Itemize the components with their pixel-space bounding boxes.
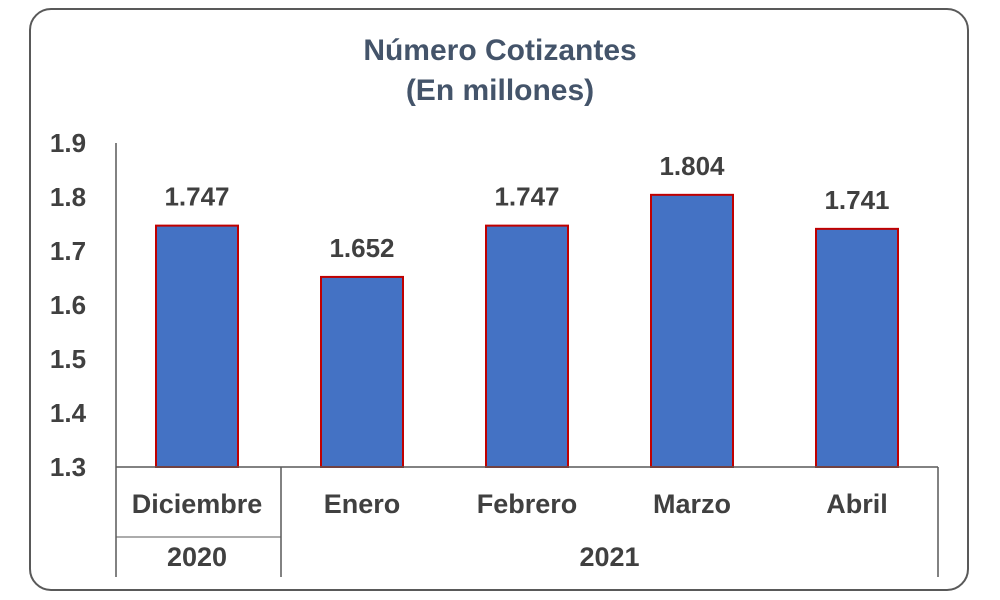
plot-area: 1.3 1.4 1.5 1.6 1.7 1.8 1.9 1.747 1.652 1.747 1.80…	[50, 128, 939, 577]
bar-febrero	[485, 224, 569, 468]
x-tick-label: Diciembre	[132, 489, 263, 519]
y-tick-label: 1.6	[50, 290, 86, 320]
group-label: 2021	[579, 542, 639, 572]
data-label: 1.652	[329, 233, 394, 263]
y-tick-label: 1.4	[50, 398, 87, 428]
x-tick-label: Febrero	[477, 489, 578, 519]
x-tick-label: Abril	[826, 489, 888, 519]
data-label: 1.747	[494, 182, 559, 212]
y-tick-label: 1.8	[50, 182, 86, 212]
group-label: 2020	[167, 542, 227, 572]
y-tick-label: 1.7	[50, 236, 86, 266]
chart-subtitle: (En millones)	[406, 74, 594, 107]
y-tick-label: 1.9	[50, 128, 86, 158]
bar-abril	[815, 227, 899, 468]
bar-marzo	[650, 193, 734, 468]
data-label: 1.741	[824, 185, 889, 215]
x-tick-label: Enero	[324, 489, 401, 519]
data-label: 1.747	[164, 182, 229, 212]
data-label: 1.804	[659, 151, 725, 181]
chart-title: Número Cotizantes	[363, 34, 636, 67]
x-tick-label: Marzo	[653, 489, 731, 519]
y-tick-label: 1.5	[50, 344, 86, 374]
bar-enero	[320, 275, 404, 469]
y-tick-label: 1.3	[50, 452, 86, 482]
bar-diciembre	[155, 224, 239, 468]
